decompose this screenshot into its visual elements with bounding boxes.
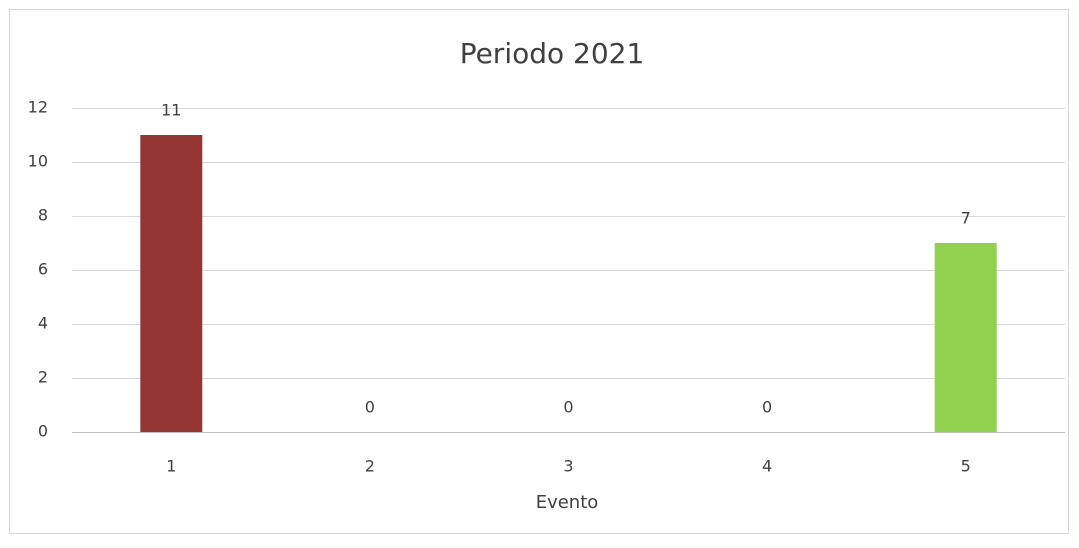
bar [140, 135, 203, 432]
data-label: 7 [961, 209, 971, 228]
y-tick-label: 10 [28, 152, 48, 171]
x-tick-label: 3 [563, 457, 573, 476]
chart-title: Periodo 2021 [460, 37, 645, 70]
x-tick-label: 2 [365, 457, 375, 476]
x-tick-label: 1 [166, 457, 176, 476]
y-tick-label: 2 [38, 368, 48, 387]
y-tick-label: 0 [38, 422, 48, 441]
data-label: 0 [563, 398, 573, 417]
x-tick-label: 4 [762, 457, 772, 476]
data-label: 0 [762, 398, 772, 417]
y-tick-label: 12 [28, 98, 48, 117]
data-label: 0 [365, 398, 375, 417]
x-axis-label: Evento [536, 492, 599, 513]
y-tick-label: 6 [38, 260, 48, 279]
y-tick-label: 8 [38, 206, 48, 225]
bar [934, 243, 997, 432]
data-label: 11 [161, 101, 181, 120]
y-tick-label: 4 [38, 314, 48, 333]
x-tick-label: 5 [961, 457, 971, 476]
